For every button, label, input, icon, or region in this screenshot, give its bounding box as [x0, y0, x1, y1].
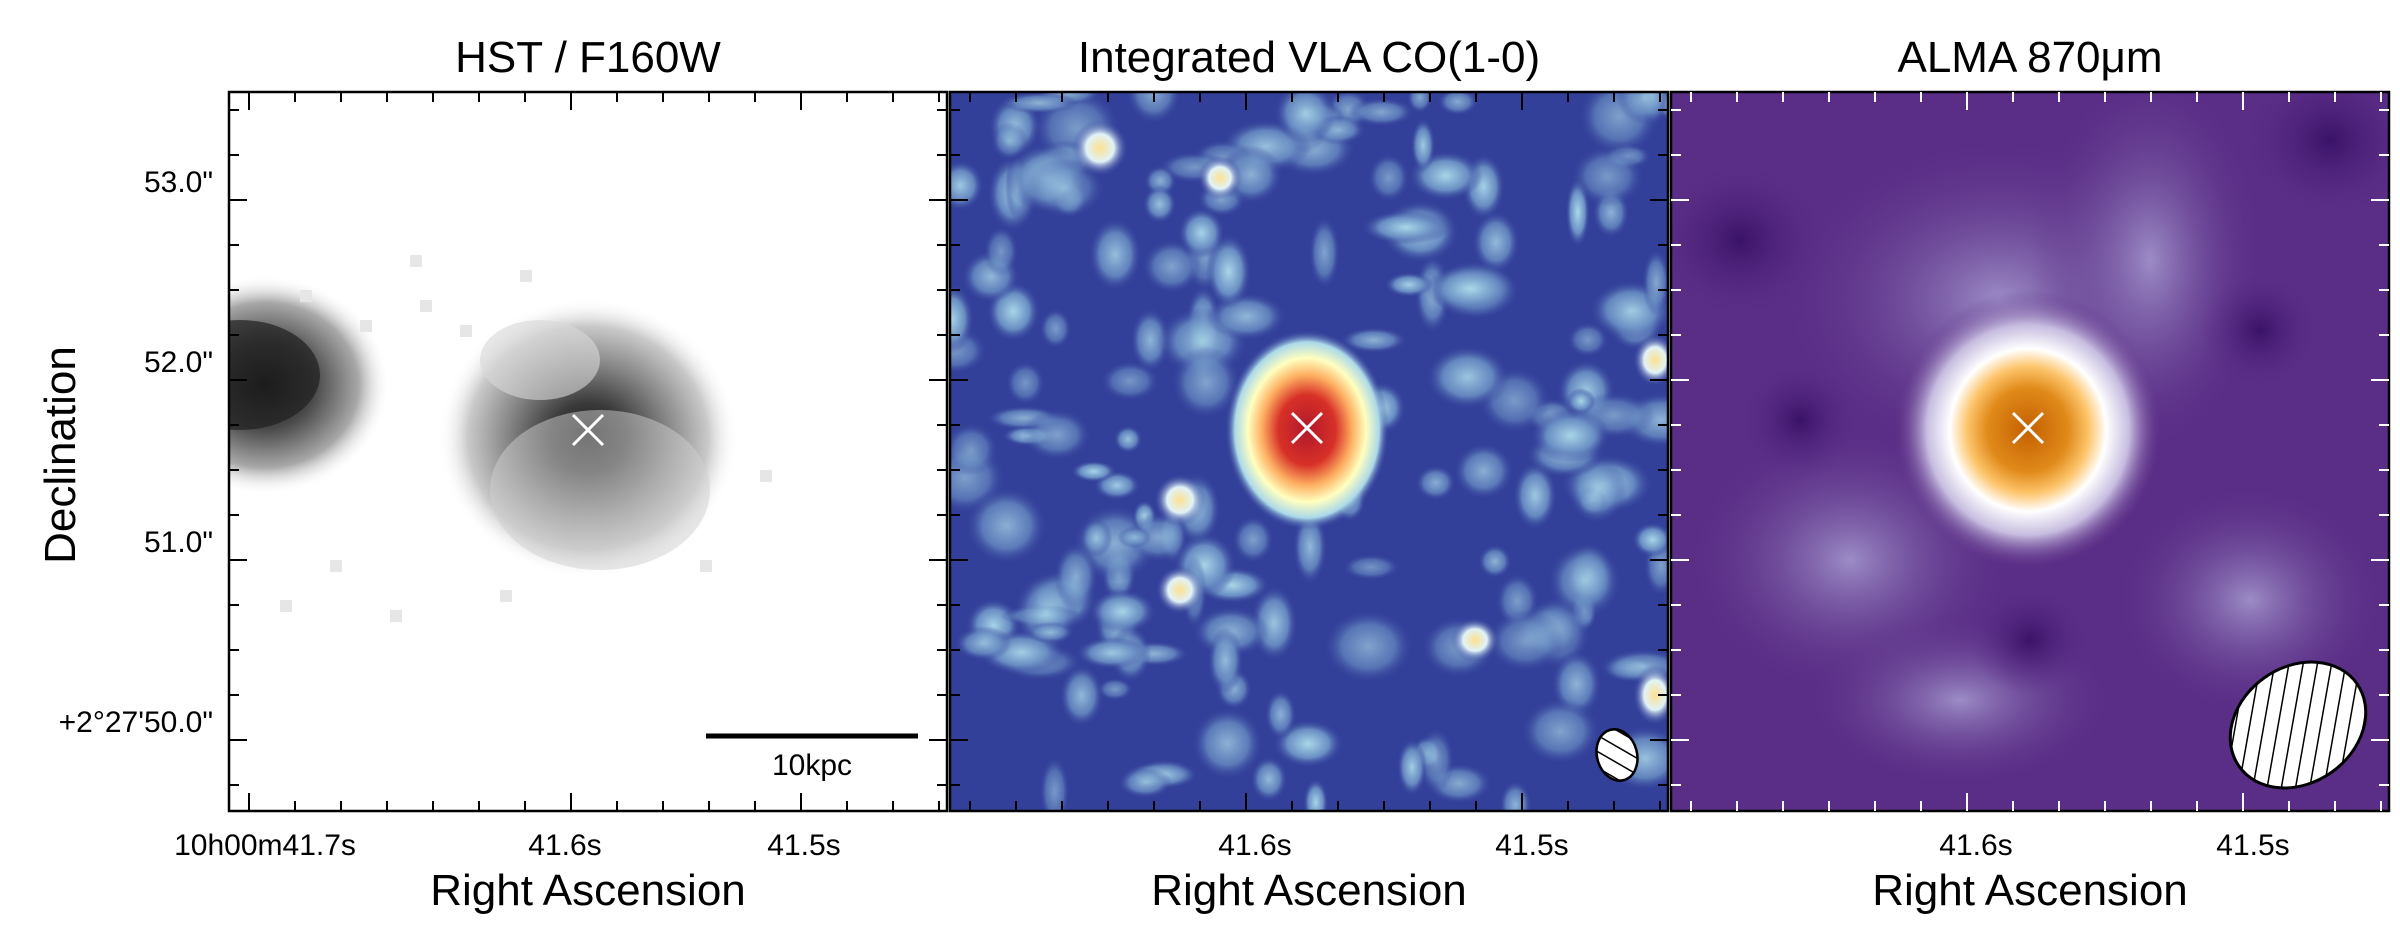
- alma-ra-tick-1: 41.6s: [1939, 829, 2012, 862]
- vla-ra-tick-1: 41.6s: [1218, 829, 1291, 862]
- dec-tick-2: 52.0": [144, 346, 213, 379]
- hst-tick-marks: [229, 92, 947, 811]
- dec-tick-1: 53.0": [144, 166, 213, 199]
- dec-tick-4: +2°27'50.0": [59, 706, 213, 739]
- vla-image: [950, 92, 1668, 811]
- alma-title: ALMA 870μm: [1897, 33, 2162, 82]
- hatched-ellipse-icon: [1595, 728, 1639, 782]
- hst-ra-tick-2: 41.6s: [528, 829, 601, 862]
- vla-xlabel: Right Ascension: [1151, 866, 1467, 915]
- hst-xlabel: Right Ascension: [430, 866, 746, 915]
- hst-ra-tick-3: 41.5s: [767, 829, 840, 862]
- alma-ra-tick-2: 41.5s: [2216, 829, 2289, 862]
- panel-vla: Integrated VLA CO(1-0) 41.6s 41.5s Right…: [948, 33, 1670, 915]
- panel-alma: ALMA 870μm 41.6s 41.5s Right Ascension: [1669, 33, 2391, 915]
- hst-ra-tick-1: 10h00m41.7s: [174, 829, 356, 862]
- alma-xlabel: Right Ascension: [1872, 866, 2188, 915]
- alma-source-marker: [2011, 411, 2045, 445]
- panel-hst: 10kpc HST / F160W 10h00m41.7s 41.6s 41.5…: [174, 33, 949, 915]
- hst-source-marker: [571, 413, 605, 447]
- vla-source-marker: [1290, 411, 1324, 445]
- dec-tick-3: 51.0": [144, 526, 213, 559]
- scale-bar-label: 10kpc: [772, 749, 852, 782]
- hst-image: [229, 92, 947, 811]
- vla-ra-tick-2: 41.5s: [1495, 829, 1568, 862]
- alma-tick-marks: [1671, 92, 2389, 811]
- vla-title: Integrated VLA CO(1-0): [1078, 33, 1540, 82]
- hst-title: HST / F160W: [455, 33, 721, 82]
- hatched-ellipse-icon: [2228, 660, 2368, 790]
- vla-tick-marks: [950, 92, 1668, 811]
- ylabel: Declination: [36, 346, 85, 564]
